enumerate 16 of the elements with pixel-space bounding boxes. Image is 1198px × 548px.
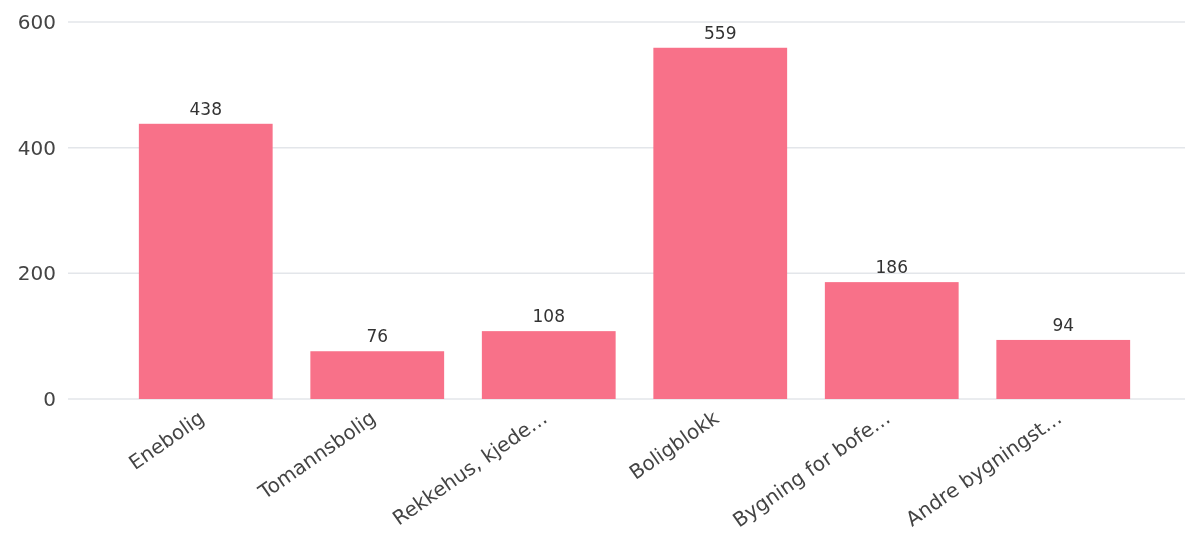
data-label: 438 [189, 98, 222, 119]
y-tick-label: 200 [17, 261, 56, 286]
bar [481, 331, 616, 399]
y-tick-label: 0 [43, 387, 56, 411]
data-label: 76 [366, 326, 389, 347]
y-tick-label: 600 [17, 10, 56, 34]
bar [138, 123, 273, 399]
bar [653, 47, 788, 399]
bar [824, 282, 959, 399]
data-label: 108 [532, 306, 565, 327]
bar [310, 351, 445, 399]
y-tick-label: 400 [17, 135, 56, 160]
bar [996, 339, 1131, 399]
data-label: 94 [1052, 314, 1075, 335]
data-label: 559 [704, 22, 737, 43]
data-label: 186 [875, 257, 908, 278]
